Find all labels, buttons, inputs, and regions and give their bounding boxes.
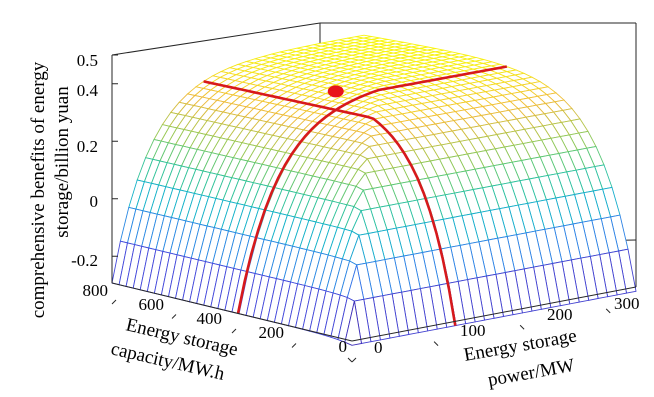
tick-mark: [351, 357, 357, 363]
y-tick-label: 200: [547, 305, 573, 324]
y-axis-label-line2: power/MW: [486, 355, 576, 391]
x-tick-label: 200: [259, 323, 285, 342]
y-tick-label: 100: [460, 321, 486, 340]
ridge-line: [203, 80, 457, 326]
z-tick-label: 0.2: [77, 137, 98, 156]
ridge-line: [236, 65, 508, 314]
x-tick-label: 400: [197, 309, 223, 328]
x-tick-label: 0: [339, 337, 348, 356]
tick-mark: [433, 341, 439, 346]
tick-mark: [231, 328, 237, 334]
z-tick-label: 0: [90, 192, 99, 211]
tick-mark: [347, 357, 353, 363]
optimal-point-marker: [327, 85, 344, 98]
z-tick-label: -0.2: [71, 251, 98, 270]
x-tick-label: 800: [83, 281, 109, 300]
surface-cell: [344, 300, 363, 346]
z-axis-label-line2: storage/billion yuan: [52, 86, 73, 238]
y-tick-label: 300: [614, 294, 640, 313]
z-axis-label-line1: comprehensive benefits of energy: [28, 61, 49, 318]
tick-mark: [605, 308, 611, 314]
surface-mesh: [111, 34, 637, 346]
tick-mark: [519, 324, 525, 330]
x-tick-label: 600: [139, 295, 165, 314]
z-tick-label: 0.5: [77, 51, 98, 70]
z-tick-label: 0.4: [77, 81, 99, 100]
tick-marks: [111, 54, 611, 363]
optimal-point: [327, 85, 344, 98]
tick-mark: [111, 299, 117, 305]
tick-mark: [171, 314, 177, 319]
tick-mark: [291, 343, 297, 348]
y-tick-label: 0: [374, 338, 383, 357]
front-axes: [111, 240, 637, 342]
optimal-ridge-lines: [203, 65, 508, 326]
